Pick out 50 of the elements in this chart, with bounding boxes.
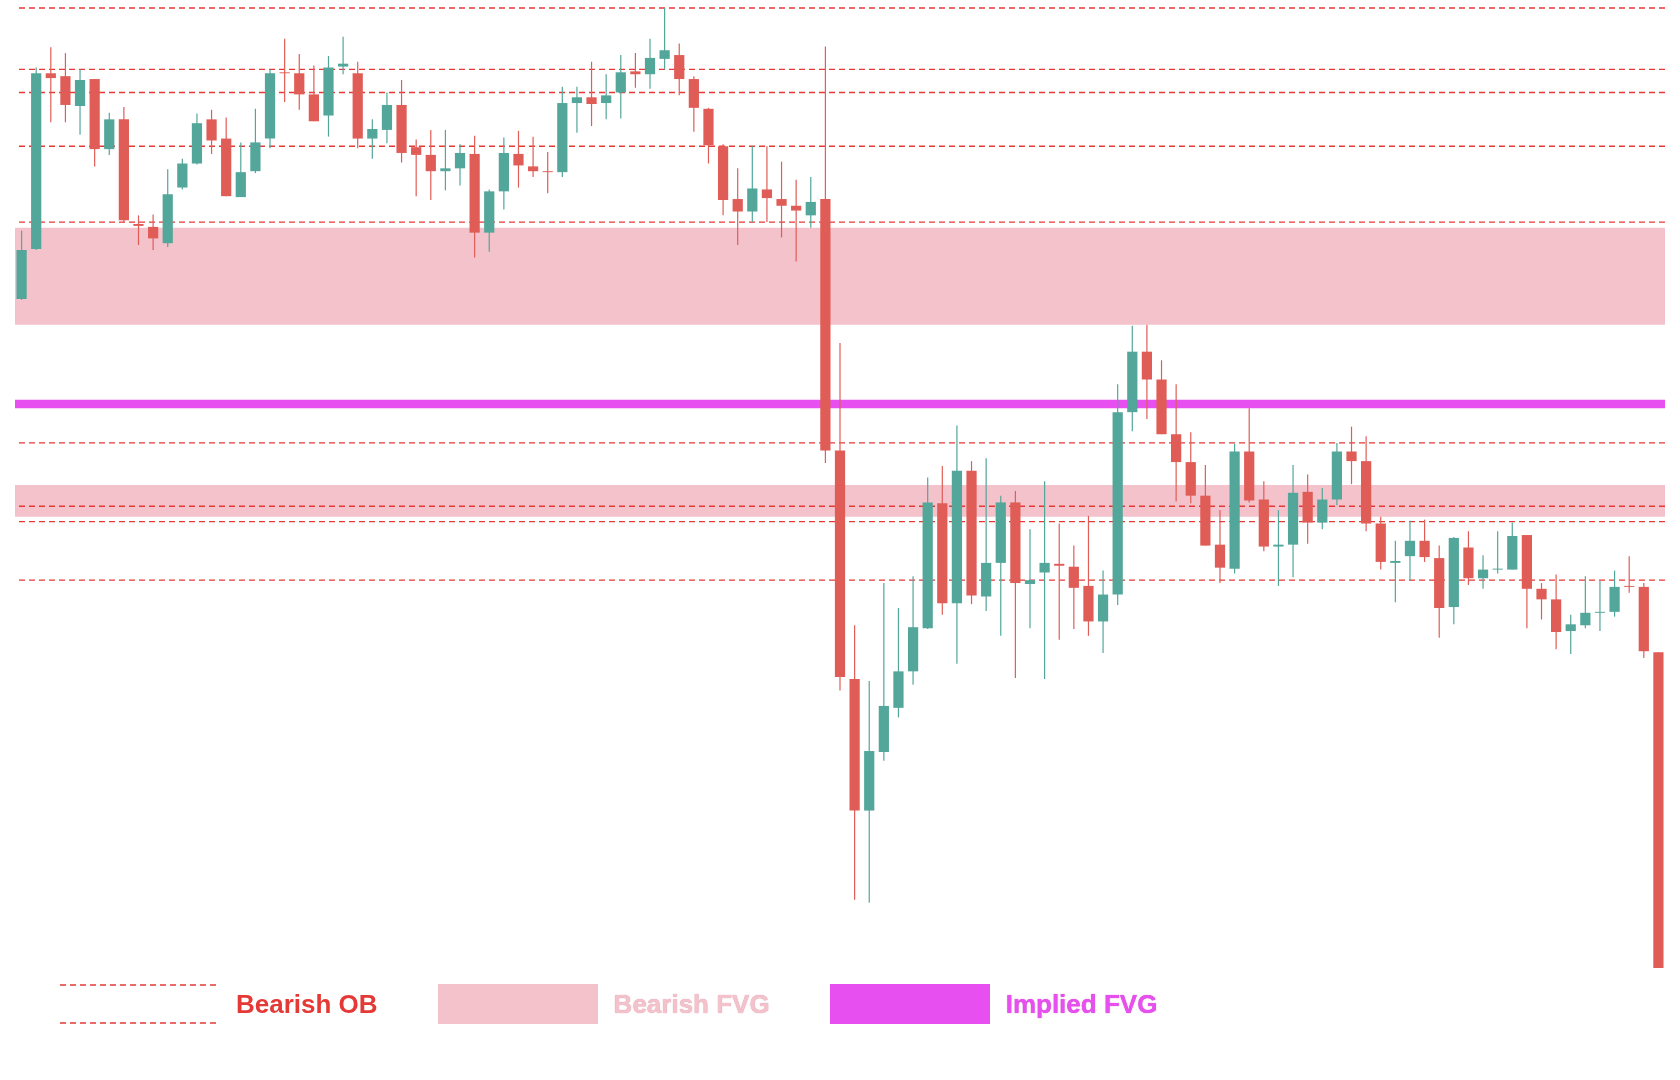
candlestick xyxy=(732,167,743,246)
ref-line-label: Bearish OB xyxy=(236,988,378,1020)
candlestick xyxy=(1390,540,1401,603)
band-label: Implied FVG xyxy=(1005,988,1158,1020)
candlestick xyxy=(761,145,773,223)
candlestick xyxy=(747,145,758,223)
candlestick xyxy=(644,38,656,90)
candlestick xyxy=(279,38,290,103)
candlestick xyxy=(411,138,422,197)
candlestick xyxy=(133,214,144,246)
candlestick xyxy=(527,136,539,178)
candlestick xyxy=(1565,614,1576,655)
candlestick xyxy=(177,158,188,191)
candlestick xyxy=(1039,480,1050,680)
candlestick xyxy=(1068,545,1079,630)
candlestick xyxy=(630,52,641,89)
candlestick xyxy=(1419,519,1430,563)
band-label: Bearish FVG xyxy=(613,988,770,1020)
candlestick xyxy=(147,213,159,251)
candlestick xyxy=(586,61,597,127)
candlestick xyxy=(1273,509,1284,587)
candlestick xyxy=(454,143,466,187)
candlestick xyxy=(1214,509,1226,584)
candlestick xyxy=(294,53,305,111)
candlestick xyxy=(440,129,451,191)
candlestick xyxy=(1624,555,1635,594)
candlestick xyxy=(542,151,553,194)
candlestick xyxy=(206,109,217,155)
candlestick xyxy=(791,179,802,263)
candlestick xyxy=(45,46,56,123)
candlestick xyxy=(601,73,612,120)
candlestick xyxy=(659,7,670,71)
candlestick xyxy=(1024,528,1036,629)
candlestick xyxy=(1477,554,1489,590)
candlestick xyxy=(1492,530,1503,575)
candlestick xyxy=(1054,522,1065,641)
candlestick xyxy=(1404,520,1416,581)
candlestick xyxy=(1536,582,1547,621)
candlestick xyxy=(337,36,349,75)
candlestick xyxy=(615,54,626,119)
candlestick xyxy=(1317,487,1328,530)
candlestick xyxy=(513,130,524,189)
candlestick xyxy=(776,161,787,239)
candlestick xyxy=(1594,580,1606,632)
candlestick xyxy=(805,176,816,229)
candlestick xyxy=(1346,425,1357,485)
candlestick xyxy=(425,129,436,201)
candlestick xyxy=(1580,575,1591,629)
candlestick xyxy=(571,86,583,134)
candlestick xyxy=(367,118,378,160)
